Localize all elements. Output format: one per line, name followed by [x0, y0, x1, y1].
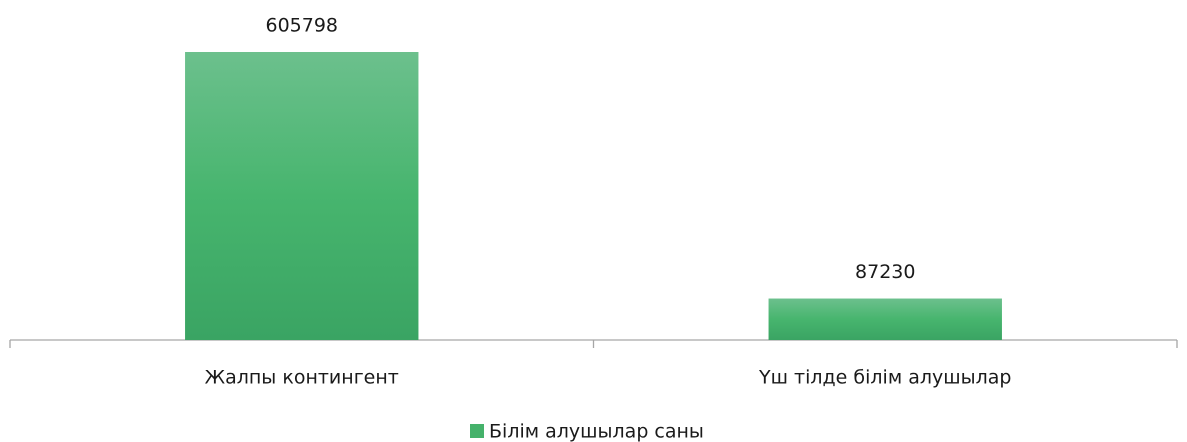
x-tick-label: Үш тілде білім алушылар — [758, 367, 1011, 389]
legend-swatch — [470, 424, 484, 438]
legend-label: Білім алушылар саны — [489, 421, 704, 442]
data-label: 87230 — [855, 261, 915, 283]
x-tick-label: Жалпы контингент — [205, 367, 399, 389]
data-label: 605798 — [265, 15, 338, 37]
bar — [185, 52, 419, 340]
bar — [768, 298, 1002, 340]
